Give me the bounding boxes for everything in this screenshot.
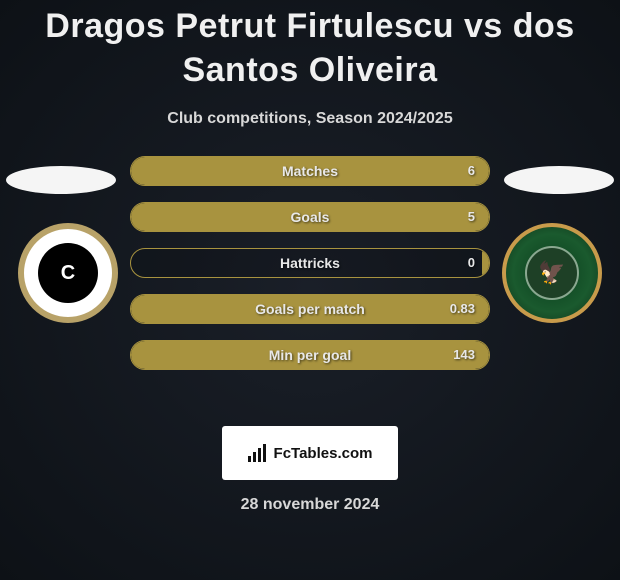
comparison-panel: C 🦅 Matches6Goals5Hattricks0Goals per ma… (0, 168, 620, 408)
footer-brand-text: FcTables.com (274, 445, 373, 462)
stat-value-right: 0.83 (450, 295, 475, 323)
stat-value-right: 5 (468, 203, 475, 231)
stat-label: Goals (131, 203, 489, 231)
left-team-badge: C (18, 223, 118, 323)
footer-brand-badge: FcTables.com (222, 426, 398, 480)
stat-row: Min per goal143 (130, 340, 490, 370)
stat-label: Hattricks (131, 249, 489, 277)
date-text: 28 november 2024 (0, 496, 620, 514)
page-title: Dragos Petrut Firtulescu vs dos Santos O… (0, 0, 620, 92)
subtitle: Club competitions, Season 2024/2025 (0, 110, 620, 128)
right-team-badge: 🦅 (502, 223, 602, 323)
right-player-oval (504, 166, 614, 194)
stat-row: Hattricks0 (130, 248, 490, 278)
stat-value-right: 143 (453, 341, 475, 369)
stat-label: Min per goal (131, 341, 489, 369)
stat-label: Matches (131, 157, 489, 185)
stat-label: Goals per match (131, 295, 489, 323)
stat-value-right: 6 (468, 157, 475, 185)
chart-icon (248, 444, 270, 462)
left-player-oval (6, 166, 116, 194)
stat-value-right: 0 (468, 249, 475, 277)
stats-list: Matches6Goals5Hattricks0Goals per match0… (130, 156, 490, 386)
stat-row: Matches6 (130, 156, 490, 186)
left-team-initial: C (38, 243, 98, 303)
stat-row: Goals per match0.83 (130, 294, 490, 324)
right-team-eagle-icon: 🦅 (525, 246, 579, 300)
stat-row: Goals5 (130, 202, 490, 232)
